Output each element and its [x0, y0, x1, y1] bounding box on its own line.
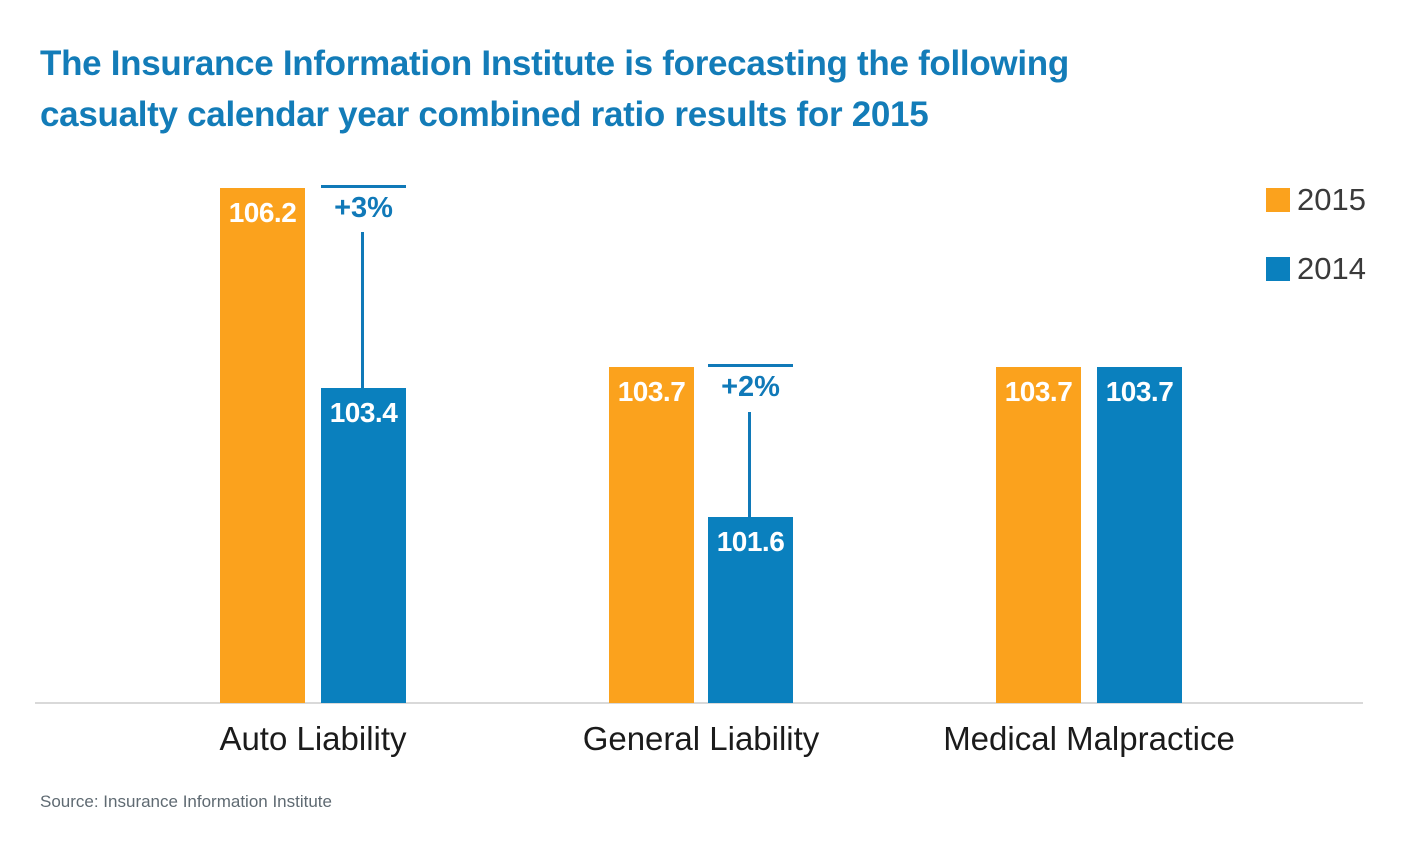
legend-label-2014: 2014 [1297, 251, 1366, 286]
x-axis-baseline [35, 702, 1363, 704]
category-label-general-liability: General Liability [582, 720, 820, 757]
bar-2014-general-liability: 101.6 [708, 517, 793, 703]
bar-value-label: 101.6 [716, 526, 785, 557]
category-label-medical-malpractice: Medical Malpractice [943, 720, 1235, 757]
legend-swatch-2015 [1266, 188, 1290, 212]
annotation-drop-line-general-liability [748, 412, 751, 517]
bar-2015-medical-malpractice: 103.7 [996, 367, 1081, 703]
legend-label-2015: 2015 [1297, 182, 1366, 217]
chart-title-line1: The Insurance Information Institute is f… [40, 44, 1069, 83]
bar-2014-auto-liability: 103.4 [321, 388, 406, 703]
bar-value-label: 106.2 [228, 197, 297, 228]
bar-2015-auto-liability: 106.2 [220, 188, 305, 703]
bar-2015-general-liability: 103.7 [609, 367, 694, 703]
category-label-auto-liability: Auto Liability [219, 720, 407, 757]
annotation-label-auto-liability: +3% [334, 192, 393, 224]
bar-value-label: 103.7 [1105, 376, 1174, 407]
annotation-drop-line-auto-liability [361, 232, 364, 388]
legend-swatch-2014 [1266, 257, 1290, 281]
chart-title: The Insurance Information Institute is f… [40, 38, 1069, 140]
bar-value-label: 103.7 [617, 376, 686, 407]
bar-value-label: 103.4 [329, 397, 398, 428]
chart-title-line2: casualty calendar year combined ratio re… [40, 95, 929, 134]
legend-item-2015: 2015 [1266, 182, 1366, 217]
annotation-line-auto-liability [321, 185, 406, 188]
annotation-line-general-liability [708, 364, 793, 367]
bar-value-label: 103.7 [1004, 376, 1073, 407]
source-note: Source: Insurance Information Institute [40, 792, 332, 811]
annotation-label-general-liability: +2% [721, 371, 780, 403]
bar-2014-medical-malpractice: 103.7 [1097, 367, 1182, 703]
legend-item-2014: 2014 [1266, 251, 1366, 286]
